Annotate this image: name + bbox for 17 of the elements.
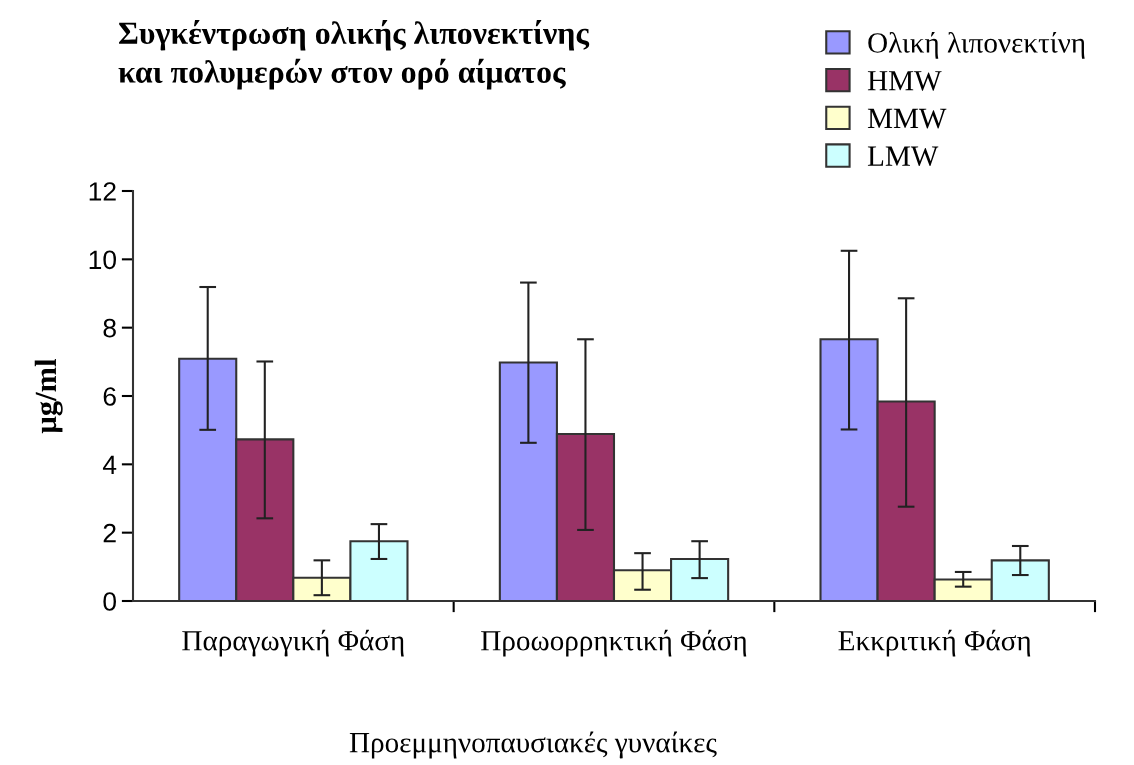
y-tick-label: 0: [103, 592, 116, 611]
x-tick-label: Εκκριτική Φάση: [838, 629, 1031, 657]
legend-label: HMW: [867, 71, 942, 91]
legend-label: LMW: [867, 146, 939, 167]
legend-label: Ολική λιπονεκτίνη: [868, 31, 1085, 59]
x-tick-label: Παραγωγική Φάση: [182, 629, 404, 657]
legend-label: MMW: [867, 108, 947, 129]
y-tick-label: 6: [103, 387, 116, 406]
y-tick-label: 12: [89, 182, 116, 201]
y-tick-label: 4: [102, 455, 117, 474]
y-tick-label: 2: [103, 523, 116, 543]
y-axis-title: μg/ml: [34, 359, 63, 434]
y-tick-label: 10: [89, 250, 116, 270]
x-tick-label: Προωορρηκτική Φάση: [481, 629, 747, 657]
x-axis-title: Προεμμηνοπαυσιακές γυναίκες: [349, 731, 717, 759]
y-tick-label: 8: [103, 318, 116, 338]
chart-title: Συγκέντρωση ολικής λιπονεκτίνης και πολυμερών στον ορό αίματος: [118, 20, 590, 90]
